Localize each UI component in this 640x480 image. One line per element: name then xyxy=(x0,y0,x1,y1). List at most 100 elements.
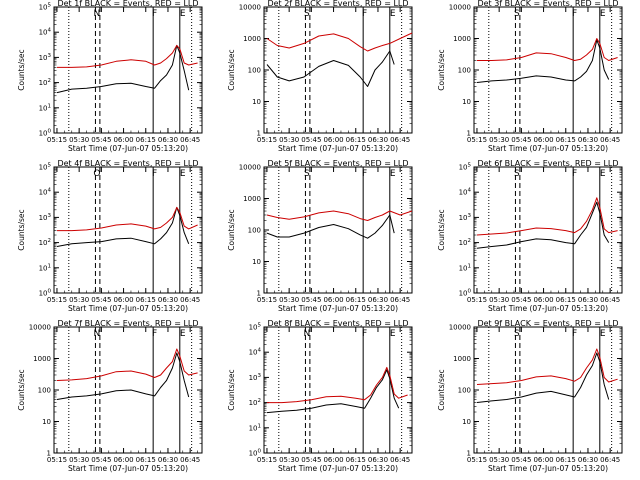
chart-panel-7: Det 7f BLACK = Events, RED = LLD 1 10 100 10… xyxy=(17,319,203,473)
x-tick-label: 05:15 xyxy=(257,456,277,464)
x-tick-label: 05:45 xyxy=(301,296,321,304)
x-tick-label: 06:45 xyxy=(600,456,620,464)
interval-marker: S xyxy=(514,9,520,19)
interval-marker: N xyxy=(304,329,311,339)
y-tick-label: 10000 xyxy=(239,4,261,12)
x-axis-label: Start Time (07-Jun-07 05:13:20) xyxy=(68,464,188,473)
x-tick-label: 06:45 xyxy=(180,296,200,304)
x-axis-label: Start Time (07-Jun-07 05:13:20) xyxy=(68,144,188,153)
series-events-line xyxy=(476,201,610,249)
y-tick-label: 103 xyxy=(39,213,52,222)
x-tick-label: 05:15 xyxy=(257,136,277,144)
series-events-line xyxy=(266,214,395,239)
x-tick-label: 06:15 xyxy=(556,136,576,144)
x-tick-label: 06:45 xyxy=(600,296,620,304)
x-tick-label: 06:30 xyxy=(158,456,178,464)
series-events-line xyxy=(56,44,190,94)
x-tick-label: 06:30 xyxy=(368,136,388,144)
series-lld-line xyxy=(476,348,618,385)
chart-panel-1: Det 1f BLACK = Events, RED = LLD 100 101 10… xyxy=(17,0,203,153)
y-axis-label: Counts/sec xyxy=(17,209,26,250)
y-axis-label: Counts/sec xyxy=(227,209,236,250)
chart-panel-2: Det 2f BLACK = Events, RED = LLD 1 10 100 10… xyxy=(227,0,413,153)
y-tick-label: 1000 xyxy=(453,355,471,363)
chart-title: Det 6f BLACK = Events, RED = LLD xyxy=(477,159,618,168)
x-tick-label: 06:15 xyxy=(346,456,366,464)
x-tick-label: 06:15 xyxy=(556,296,576,304)
y-tick-label: 10000 xyxy=(239,164,261,172)
x-tick-label: 06:30 xyxy=(578,296,598,304)
x-tick-label: 06:00 xyxy=(533,296,553,304)
series-events-line xyxy=(266,50,395,87)
chart-title: Det 7f BLACK = Events, RED = LLD xyxy=(57,319,198,328)
x-tick-label: 06:30 xyxy=(158,296,178,304)
x-tick-label: 05:30 xyxy=(69,456,89,464)
x-tick-label: 05:30 xyxy=(69,136,89,144)
x-axis-label: Start Time (07-Jun-07 05:13:20) xyxy=(488,304,608,313)
chart-title: Det 8f BLACK = Events, RED = LLD xyxy=(267,319,408,328)
chart-panel-9: Det 9f BLACK = Events, RED = LLD 1 10 100 10… xyxy=(437,319,623,473)
x-tick-label: 06:45 xyxy=(390,296,410,304)
y-tick-label: 1 xyxy=(467,130,471,138)
interval-marker: E xyxy=(180,329,186,339)
x-tick-label: 06:15 xyxy=(136,136,156,144)
y-axis-label: Counts/sec xyxy=(437,49,446,90)
x-tick-label: 05:30 xyxy=(489,456,509,464)
y-tick-label: 10000 xyxy=(29,324,51,332)
x-axis-label: Start Time (07-Jun-07 05:13:20) xyxy=(488,144,608,153)
x-tick-label: 05:30 xyxy=(279,296,299,304)
y-tick-label: 103 xyxy=(249,373,262,382)
y-tick-label: 101 xyxy=(39,263,51,272)
y-axis-label: Counts/sec xyxy=(227,369,236,410)
x-tick-label: 06:15 xyxy=(556,456,576,464)
interval-marker: E xyxy=(600,329,606,339)
series-events-line xyxy=(56,206,190,247)
y-tick-label: 10 xyxy=(252,98,261,106)
y-tick-label: 10 xyxy=(462,98,471,106)
x-tick-label: 06:30 xyxy=(368,296,388,304)
interval-marker: S xyxy=(514,169,520,179)
x-tick-label: 06:00 xyxy=(533,136,553,144)
y-tick-label: 102 xyxy=(459,238,471,247)
interval-marker: E xyxy=(390,329,396,339)
chart-title: Det 5f BLACK = Events, RED = LLD xyxy=(267,159,408,168)
x-tick-label: 05:30 xyxy=(279,136,299,144)
y-tick-label: 100 xyxy=(38,387,51,395)
x-tick-label: 05:45 xyxy=(91,136,111,144)
y-tick-label: 1 xyxy=(257,130,261,138)
x-tick-label: 05:15 xyxy=(47,136,67,144)
interval-marker: F xyxy=(152,329,157,339)
chart-panel-6: Det 6f BLACK = Events, RED = LLD 100 101 10… xyxy=(437,159,623,313)
interval-marker: E xyxy=(390,9,396,19)
x-tick-label: 05:15 xyxy=(257,296,277,304)
interval-marker: S xyxy=(304,169,310,179)
x-tick-label: 06:45 xyxy=(180,136,200,144)
y-tick-label: 105 xyxy=(39,163,52,172)
series-lld-line xyxy=(476,197,618,236)
chart-title: Det 3f BLACK = Events, RED = LLD xyxy=(477,0,618,8)
chart-panel-4: Det 4f BLACK = Events, RED = LLD 100 101 10… xyxy=(17,159,203,313)
x-tick-label: 06:15 xyxy=(346,136,366,144)
y-tick-label: 104 xyxy=(249,348,262,357)
x-axis-label: Start Time (07-Jun-07 05:13:20) xyxy=(278,144,398,153)
interval-marker: E xyxy=(180,169,186,179)
y-axis-label: Counts/sec xyxy=(17,369,26,410)
x-tick-label: 05:30 xyxy=(489,296,509,304)
interval-marker: E xyxy=(600,169,606,179)
y-tick-label: 105 xyxy=(459,163,472,172)
x-tick-label: 06:00 xyxy=(323,296,343,304)
y-tick-label: 10000 xyxy=(449,324,471,332)
chart-title: Det 4f BLACK = Events, RED = LLD xyxy=(57,159,198,168)
x-tick-label: 05:15 xyxy=(467,456,487,464)
y-tick-label: 1000 xyxy=(33,355,51,363)
y-tick-label: 101 xyxy=(39,103,51,112)
x-axis-label: Start Time (07-Jun-07 05:13:20) xyxy=(278,464,398,473)
x-tick-label: 06:00 xyxy=(113,296,133,304)
x-tick-label: 06:30 xyxy=(368,456,388,464)
interval-marker: F xyxy=(572,9,577,19)
x-tick-label: 06:45 xyxy=(600,136,620,144)
y-tick-label: 1 xyxy=(47,450,51,458)
x-tick-label: 05:45 xyxy=(511,296,531,304)
chart-title: Det 1f BLACK = Events, RED = LLD xyxy=(57,0,198,8)
